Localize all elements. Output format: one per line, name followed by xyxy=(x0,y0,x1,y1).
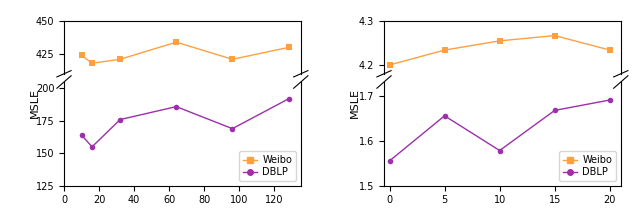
Legend: Weibo, DBLP: Weibo, DBLP xyxy=(239,151,296,181)
Legend: Weibo, DBLP: Weibo, DBLP xyxy=(559,151,616,181)
Text: MSLE: MSLE xyxy=(30,88,40,118)
Text: MSLE: MSLE xyxy=(350,88,360,118)
